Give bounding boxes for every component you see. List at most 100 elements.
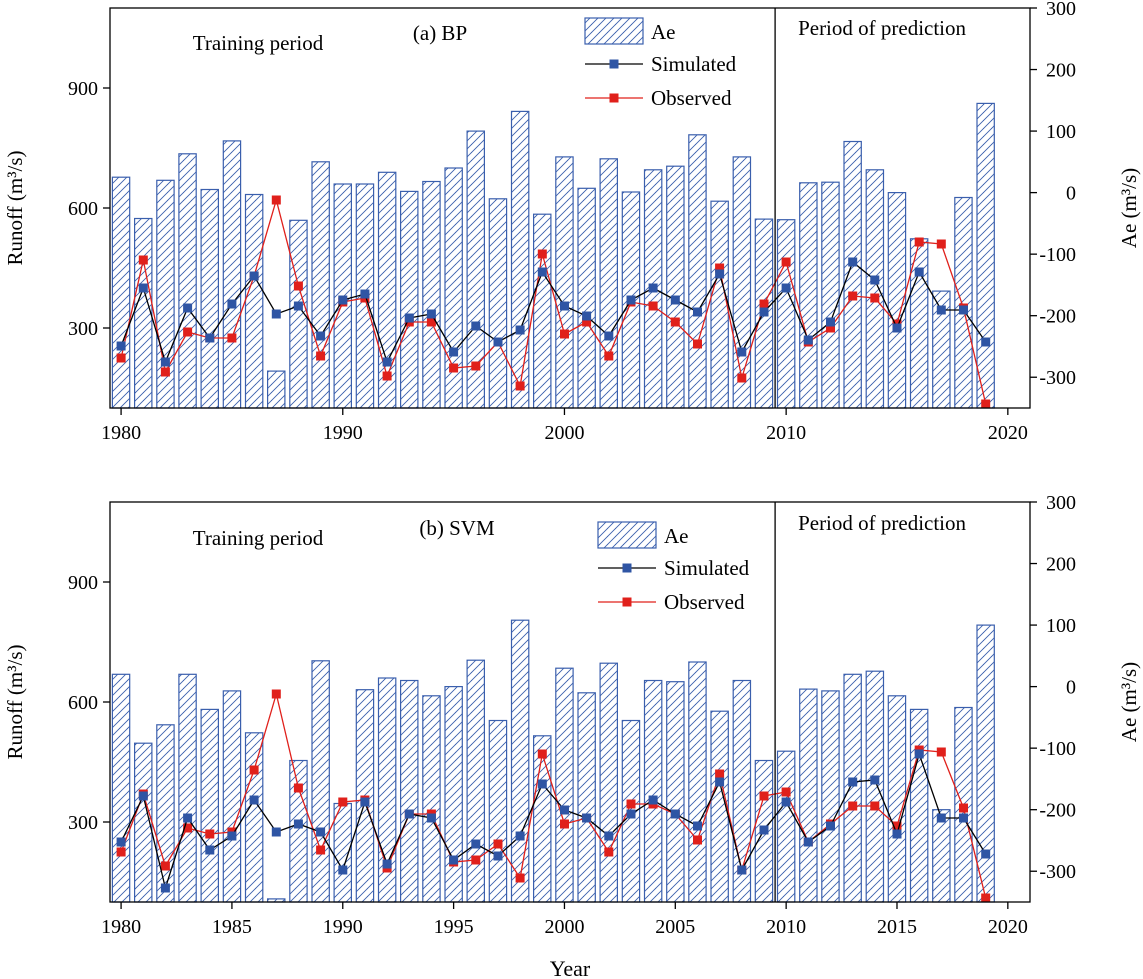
legend-observed-marker: [609, 93, 619, 103]
left-y-tick-label: 900: [68, 572, 98, 594]
observed-point: [293, 281, 303, 291]
ae-bar: [555, 667, 574, 903]
simulated-point: [892, 323, 902, 333]
observed-point: [781, 787, 791, 797]
simulated-point: [316, 827, 326, 837]
observed-point: [870, 801, 880, 811]
ae-bar: [599, 158, 618, 409]
observed-point: [981, 399, 991, 409]
observed-point: [826, 323, 835, 333]
observed-point: [670, 317, 680, 327]
x-tick-label: 1990: [323, 916, 363, 938]
simulated-point: [914, 749, 924, 759]
ae-bar: [776, 219, 796, 409]
x-tick-label: 2000: [544, 422, 584, 444]
ae-bars: [111, 102, 995, 409]
ae-bar: [178, 153, 197, 409]
observed-point: [693, 835, 702, 845]
simulated-point: [826, 821, 835, 831]
ae-bar: [865, 670, 885, 903]
simulated-point: [537, 267, 547, 277]
ae-bar: [400, 679, 419, 903]
right-y-tick-label: -200: [1039, 800, 1076, 822]
simulated-point: [382, 357, 392, 367]
ae-bar: [134, 217, 153, 409]
ae-bar: [222, 140, 242, 409]
simulated-series: [116, 749, 991, 893]
simulated-point: [471, 321, 481, 331]
right-y-tick-label: -200: [1039, 306, 1076, 328]
simulated-point: [936, 305, 946, 315]
simulated-point: [338, 295, 348, 305]
simulated-point: [293, 301, 303, 311]
simulated-point: [493, 851, 503, 861]
right-y-tick-label: 300: [1046, 0, 1076, 20]
ae-bar: [532, 735, 552, 903]
simulated-point: [959, 305, 968, 315]
observed-point: [116, 847, 126, 857]
x-tick-label: 1985: [212, 916, 252, 938]
ae-bar: [178, 673, 197, 903]
simulated-point: [759, 307, 769, 317]
ae-bar: [311, 161, 330, 409]
simulated-point: [537, 779, 547, 789]
simulated-point: [515, 325, 525, 335]
left-y-axis: 300 600 900: [68, 78, 110, 340]
observed-point: [471, 855, 481, 865]
simulated-point: [205, 333, 215, 343]
legend-observed-marker: [622, 597, 632, 607]
legend-simulated-marker: [622, 563, 632, 573]
ae-bar: [466, 659, 486, 903]
observed-point: [759, 791, 769, 801]
observed-point: [183, 823, 193, 833]
simulated-point: [626, 809, 636, 819]
simulated-point: [382, 859, 392, 869]
observed-point: [271, 689, 281, 699]
x-tick-label: 1995: [434, 916, 474, 938]
simulated-point: [138, 791, 148, 801]
left-y-axis: 300 600 900: [68, 572, 110, 834]
simulated-point: [404, 809, 414, 819]
simulated-point: [560, 301, 569, 311]
observed-point: [160, 367, 170, 377]
simulated-point: [183, 813, 193, 823]
observed-point: [537, 749, 547, 759]
ae-bars: [111, 619, 995, 903]
left-y-axis-title: Runoff (m³/s): [3, 151, 27, 266]
ae-bar: [821, 181, 840, 409]
ae-bar: [510, 110, 530, 409]
simulated-point: [870, 775, 880, 785]
training-period-label: Training period: [193, 526, 324, 550]
panel-title: (b) SVM: [419, 516, 495, 540]
right-y-tick-label: -300: [1039, 861, 1076, 883]
observed-point: [848, 291, 858, 301]
observed-point: [560, 329, 569, 339]
ae-bar: [267, 370, 286, 409]
shared-x-axis-title: Year: [550, 956, 591, 979]
simulated-point: [914, 267, 924, 277]
ae-bar: [666, 165, 685, 409]
ae-bar: [289, 759, 308, 903]
observed-point: [138, 255, 148, 265]
observed-point: [648, 301, 658, 311]
ae-bar: [865, 169, 885, 409]
observed-point: [493, 839, 503, 849]
ae-bar: [222, 690, 242, 903]
legend-ae-label: Ae: [651, 20, 676, 44]
ae-bar: [732, 156, 752, 409]
simulated-point: [626, 295, 636, 305]
simulated-point: [560, 805, 569, 815]
simulated-point: [892, 829, 902, 839]
observed-point: [936, 239, 946, 249]
simulated-point: [515, 831, 525, 841]
right-y-tick-label: 100: [1046, 615, 1076, 637]
observed-point: [426, 317, 436, 327]
ae-bar: [954, 196, 973, 409]
legend-observed-label: Observed: [651, 86, 732, 110]
simulated-point: [582, 813, 592, 823]
simulated-point: [138, 283, 148, 293]
right-y-axis: -300 -200 -100 0 100 200 300: [1030, 0, 1076, 389]
observed-point: [582, 317, 592, 327]
x-tick-label: 2010: [766, 916, 806, 938]
observed-point: [604, 351, 614, 361]
